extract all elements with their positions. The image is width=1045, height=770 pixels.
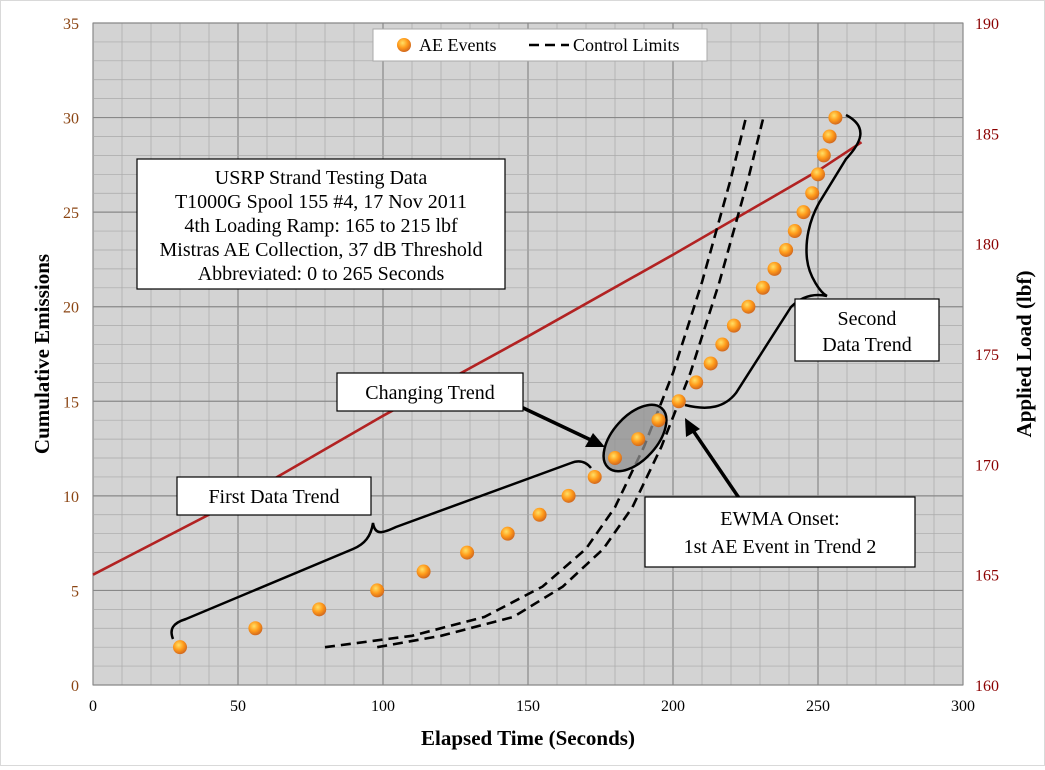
ae-event-point xyxy=(828,110,843,125)
x-tick-label: 200 xyxy=(661,698,685,715)
ae-event-point xyxy=(715,337,730,352)
right-axis-label: Applied Load (lbf) xyxy=(1012,271,1036,438)
legend: AE Events Control Limits xyxy=(372,28,708,62)
first-trend-brace xyxy=(170,460,592,640)
right-tick-label: 185 xyxy=(975,126,999,143)
right-axis-ticks: 160 165 170 175 180 185 190 xyxy=(975,16,999,695)
info-line-4: Mistras AE Collection, 37 dB Threshold xyxy=(160,239,483,261)
ae-event-point xyxy=(822,129,837,144)
ewma-arrowhead xyxy=(685,418,700,437)
ae-event-point xyxy=(755,280,770,295)
first-trend-callout: First Data Trend xyxy=(176,476,372,516)
ae-event-point xyxy=(460,545,475,560)
left-tick-label: 5 xyxy=(71,583,79,600)
left-tick-label: 35 xyxy=(63,16,79,33)
first-trend-label: First Data Trend xyxy=(208,486,339,508)
x-tick-label: 150 xyxy=(516,698,540,715)
left-tick-label: 10 xyxy=(63,489,79,506)
ae-event-point xyxy=(779,242,794,257)
ae-event-point xyxy=(651,413,666,428)
ae-event-point xyxy=(767,261,782,276)
legend-box xyxy=(372,28,708,62)
ae-event-point xyxy=(671,394,686,409)
ae-event-point xyxy=(811,167,825,182)
info-box-frame xyxy=(136,158,506,290)
changing-trend-callout: Changing Trend xyxy=(336,372,524,412)
left-axis-label: Cumulative Emissions xyxy=(30,254,54,454)
ewma-callout: EWMA Onset: 1st AE Event in Trend 2 xyxy=(644,496,916,568)
ae-event-point xyxy=(173,640,187,655)
ae-event-point xyxy=(370,583,385,598)
x-axis-ticks: 0 50 100 150 200 250 300 xyxy=(89,698,975,715)
info-line-3: 4th Loading Ramp: 165 to 215 lbf xyxy=(184,215,458,237)
x-axis-label: Elapsed Time (Seconds) xyxy=(421,726,635,750)
x-tick-label: 50 xyxy=(230,698,246,715)
info-line-2: T1000G Spool 155 #4, 17 Nov 2011 xyxy=(175,191,467,213)
left-tick-label: 30 xyxy=(63,111,79,128)
right-tick-label: 190 xyxy=(975,16,999,33)
info-line-1: USRP Strand Testing Data xyxy=(215,167,428,189)
x-tick-label: 100 xyxy=(371,698,395,715)
ae-event-point xyxy=(787,224,802,239)
first-trend-frame xyxy=(176,476,372,516)
second-trend-line-1: Second xyxy=(838,308,897,330)
right-tick-label: 175 xyxy=(975,347,999,364)
ae-event-point xyxy=(561,488,576,503)
legend-control-label: Control Limits xyxy=(573,35,680,55)
ae-event-point xyxy=(248,621,263,636)
legend-ae-marker xyxy=(397,38,411,52)
ae-event-point xyxy=(703,356,718,371)
ewma-line-2: 1st AE Event in Trend 2 xyxy=(684,536,877,558)
ae-event-point xyxy=(796,205,811,220)
x-tick-label: 250 xyxy=(806,698,830,715)
ae-event-point xyxy=(416,564,431,579)
ewma-arrow xyxy=(690,428,741,499)
changing-trend-arrowhead xyxy=(585,433,605,447)
second-trend-callout: Second Data Trend xyxy=(794,298,940,362)
ae-event-point xyxy=(805,186,820,201)
info-line-5: Abbreviated: 0 to 265 Seconds xyxy=(198,263,445,285)
ae-event-point xyxy=(608,451,622,466)
ae-event-point xyxy=(689,375,704,390)
ewma-line-1: EWMA Onset: xyxy=(720,508,839,530)
ewma-frame xyxy=(644,496,916,568)
left-tick-label: 0 xyxy=(71,678,79,695)
right-tick-label: 180 xyxy=(975,237,999,254)
ae-event-point xyxy=(587,469,602,484)
ae-event-point xyxy=(741,299,756,314)
right-tick-label: 170 xyxy=(975,457,999,474)
ae-event-point xyxy=(532,507,547,522)
ae-event-point xyxy=(312,602,327,617)
right-tick-label: 165 xyxy=(975,568,999,585)
ae-event-point xyxy=(726,318,741,333)
x-tick-label: 300 xyxy=(951,698,975,715)
changing-trend-frame xyxy=(336,372,524,412)
legend-ae-label: AE Events xyxy=(419,35,496,55)
left-tick-label: 20 xyxy=(63,300,79,317)
left-axis-ticks: 0 5 10 15 20 25 30 35 xyxy=(63,16,79,695)
left-tick-label: 15 xyxy=(63,394,79,411)
right-tick-label: 160 xyxy=(975,678,999,695)
second-trend-line-2: Data Trend xyxy=(822,334,911,356)
ae-event-point xyxy=(500,526,515,541)
second-trend-brace xyxy=(684,113,862,409)
left-tick-label: 25 xyxy=(63,205,79,222)
second-trend-frame xyxy=(794,298,940,362)
info-box: USRP Strand Testing Data T1000G Spool 15… xyxy=(136,158,506,290)
ae-event-markers xyxy=(173,110,843,655)
x-tick-label: 0 xyxy=(89,698,97,715)
ae-event-point xyxy=(816,148,831,163)
control-limit-upper xyxy=(324,119,747,649)
ae-event-point xyxy=(631,432,646,447)
changing-trend-label: Changing Trend xyxy=(365,382,494,404)
control-limit-lower xyxy=(376,119,765,649)
changing-trend-arrow xyxy=(518,404,594,443)
